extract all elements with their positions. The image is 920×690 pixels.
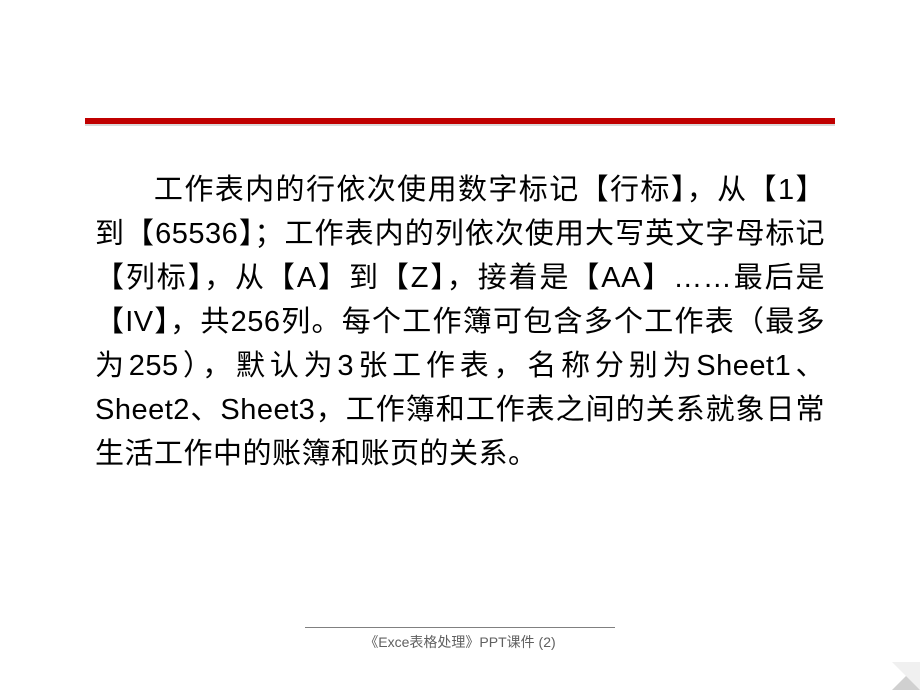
- footer-divider: [305, 627, 615, 628]
- header-divider-shadow: [85, 124, 835, 126]
- page-corner-fold-icon: [892, 662, 920, 690]
- slide-body: 工作表内的行依次使用数字标记【行标】，从【1】到【65536】；工作表内的列依次…: [95, 168, 825, 477]
- body-text: 工作表内的行依次使用数字标记【行标】，从【1】到【65536】；工作表内的列依次…: [95, 174, 825, 470]
- slide-footer: 《Exce表格处理》PPT课件 (2): [0, 632, 920, 652]
- slide-container: 工作表内的行依次使用数字标记【行标】，从【1】到【65536】；工作表内的列依次…: [0, 0, 920, 690]
